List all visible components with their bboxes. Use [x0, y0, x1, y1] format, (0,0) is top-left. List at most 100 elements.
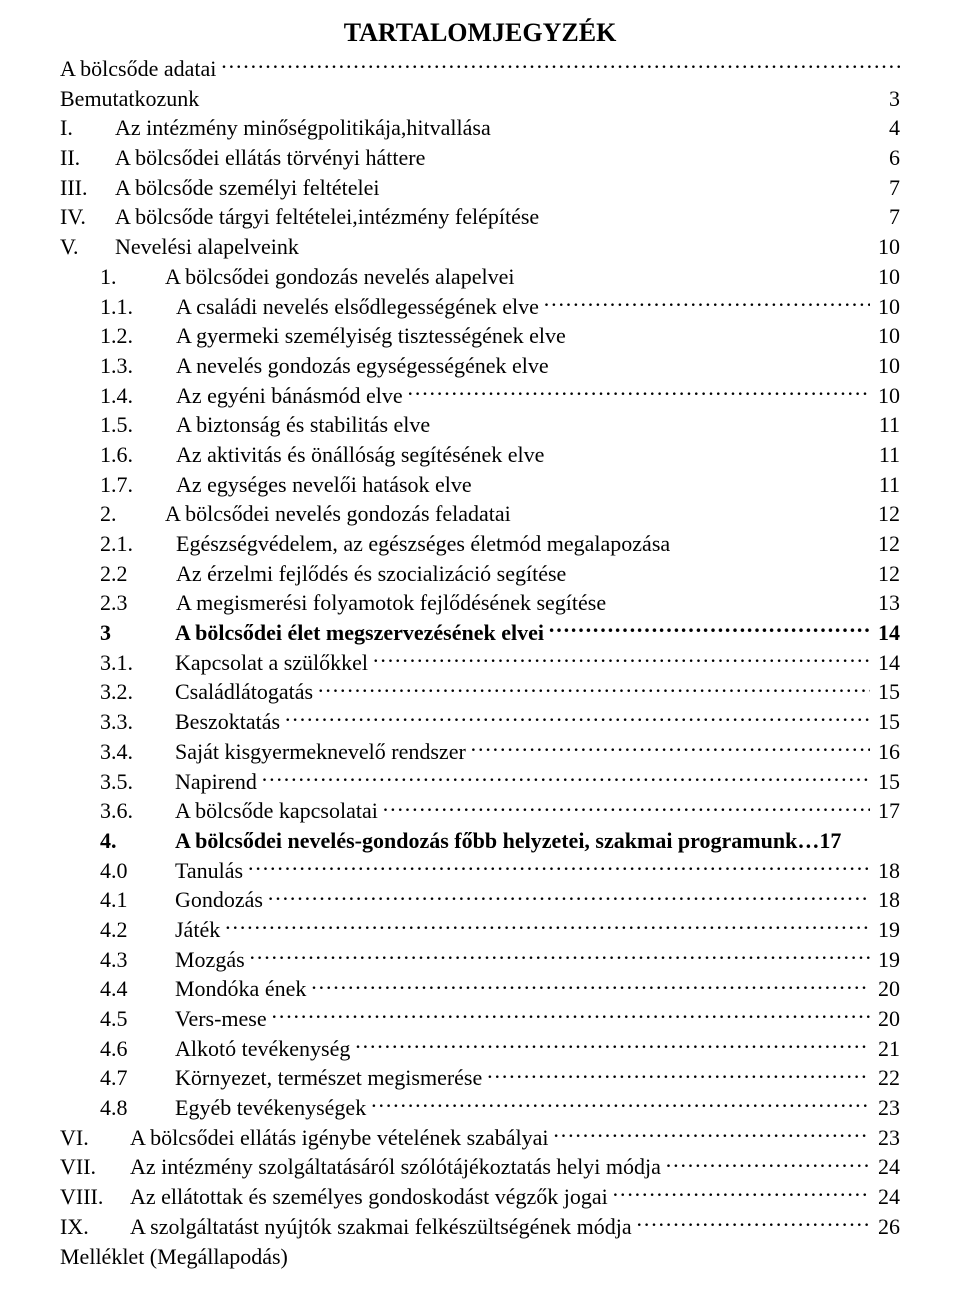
- toc-number: 4.4: [60, 974, 175, 1004]
- toc-number: VI.: [60, 1123, 130, 1153]
- toc-leader: [372, 648, 870, 670]
- toc-page-number: 15: [870, 767, 900, 797]
- toc-leader: [261, 767, 870, 789]
- toc-leader: [267, 885, 870, 907]
- toc-line: A bölcsőde adatai: [60, 54, 900, 84]
- toc-number: 3.5.: [60, 767, 175, 797]
- toc-number: 4.: [60, 826, 175, 856]
- toc-label: A biztonság és stabilitás elve: [176, 410, 434, 440]
- toc-leader: [552, 1123, 870, 1145]
- toc-label: A bölcsődei nevelés-gondozás főbb helyze…: [175, 826, 845, 856]
- toc-page-number: 16: [870, 737, 900, 767]
- toc-label: Bemutatkozunk: [60, 84, 203, 114]
- toc-line: 4.7 Környezet, természet megismerése22: [60, 1063, 900, 1093]
- toc-number: 1.1.: [60, 292, 176, 322]
- toc-label: Mondóka ének: [175, 974, 310, 1004]
- toc-line: 4.3 Mozgás19: [60, 945, 900, 975]
- toc-line: 1.A bölcsődei gondozás nevelés alapelvei…: [60, 262, 900, 292]
- toc-label: Tanulás: [175, 856, 247, 886]
- toc-number: IV.: [60, 202, 115, 232]
- toc-page-number: 10: [870, 381, 900, 411]
- toc-page-number: 11: [870, 440, 900, 470]
- toc-line: 3.6.A bölcsőde kapcsolatai17: [60, 796, 900, 826]
- toc-label: Alkotó tevékenység: [175, 1034, 354, 1064]
- toc-page-number: 4: [870, 113, 900, 143]
- toc-page: TARTALOMJEGYZÉK A bölcsőde adataiBemutat…: [0, 0, 960, 1311]
- toc-label: A bölcsőde személyi feltételei: [115, 173, 384, 203]
- toc-line: 1.6.Az aktivitás és önállóság segítéséne…: [60, 440, 900, 470]
- toc-leader: [612, 1182, 870, 1204]
- toc-label: Beszoktatás: [175, 707, 284, 737]
- toc-label: Az érzelmi fejlődés és szocializáció seg…: [176, 559, 570, 589]
- toc-line: 1.1.A családi nevelés elsődlegességének …: [60, 292, 900, 322]
- toc-number: 3.4.: [60, 737, 175, 767]
- toc-number: V.: [60, 232, 115, 262]
- toc-line: 3.2.Családlátogatás15: [60, 677, 900, 707]
- toc-label: Saját kisgyermeknevelő rendszer: [175, 737, 470, 767]
- toc-line: 3.5.Napirend 15: [60, 767, 900, 797]
- toc-number: 3: [60, 618, 175, 648]
- toc-label: A bölcsőde tárgyi feltételei,intézmény f…: [115, 202, 543, 232]
- toc-number: 4.5: [60, 1004, 175, 1034]
- toc-number: VIII.: [60, 1182, 130, 1212]
- toc-page-number: 24: [870, 1182, 900, 1212]
- toc-line: III.A bölcsőde személyi feltételei 7: [60, 173, 900, 203]
- toc-page-number: 23: [870, 1123, 900, 1153]
- toc-number: 1.7.: [60, 470, 176, 500]
- toc-leader: [548, 618, 870, 640]
- toc-label: A bölcsőde kapcsolatai: [175, 796, 382, 826]
- toc-number: III.: [60, 173, 115, 203]
- toc-leader: [486, 1063, 870, 1085]
- toc-page-number: 10: [870, 262, 900, 292]
- toc-line: V.Nevelési alapelveink10: [60, 232, 900, 262]
- toc-number: 4.1: [60, 885, 175, 915]
- toc-number: IX.: [60, 1212, 130, 1242]
- toc-number: II.: [60, 143, 115, 173]
- toc-line: 3.1.Kapcsolat a szülőkkel14: [60, 648, 900, 678]
- toc-number: 3.3.: [60, 707, 175, 737]
- toc-line: 4.8 Egyéb tevékenységek23: [60, 1093, 900, 1123]
- toc-number: 1.2.: [60, 321, 176, 351]
- toc-page-number: 14: [870, 648, 900, 678]
- toc-leader: [665, 1152, 870, 1174]
- toc-label: Napirend: [175, 767, 261, 797]
- toc-page-number: 17: [870, 796, 900, 826]
- toc-page-number: 15: [870, 677, 900, 707]
- toc-number: 2.2: [60, 559, 176, 589]
- toc-line: Bemutatkozunk 3: [60, 84, 900, 114]
- toc-line: IX.A szolgáltatást nyújtók szakmai felké…: [60, 1212, 900, 1242]
- toc-leader: [370, 1093, 870, 1115]
- toc-number: 4.0: [60, 856, 175, 886]
- toc-number: 4.3: [60, 945, 175, 975]
- toc-leader: [247, 856, 870, 878]
- toc-page-number: 7: [870, 173, 900, 203]
- toc-label: Az egyéni bánásmód elve: [176, 381, 407, 411]
- toc-leader: [317, 677, 870, 699]
- toc-line: 1.3.A nevelés gondozás egységességének e…: [60, 351, 900, 381]
- toc-page-number: 3: [870, 84, 900, 114]
- toc-page-number: 12: [870, 559, 900, 589]
- toc-line: Melléklet (Megállapodás): [60, 1242, 900, 1272]
- toc-line: 4.1 Gondozás18: [60, 885, 900, 915]
- toc-number: 4.8: [60, 1093, 175, 1123]
- toc-page-number: 11: [870, 410, 900, 440]
- toc-label: Az aktivitás és önállóság segítésének el…: [176, 440, 548, 470]
- toc-line: 1.2.A gyermeki személyiség tisztességéne…: [60, 321, 900, 351]
- toc-line: 1.5.A biztonság és stabilitás elve11: [60, 410, 900, 440]
- toc-page-number: 19: [870, 945, 900, 975]
- toc-line: VII.Az intézmény szolgáltatásáról szólót…: [60, 1152, 900, 1182]
- toc-line: 4.0Tanulás18: [60, 856, 900, 886]
- toc-label: A bölcsődei ellátás igénybe vételének sz…: [130, 1123, 552, 1153]
- toc-line: 2.A bölcsődei nevelés gondozás feladatai…: [60, 499, 900, 529]
- toc-leader: [382, 796, 870, 818]
- toc-line: 3A bölcsődei élet megszervezésének elvei…: [60, 618, 900, 648]
- toc-title: TARTALOMJEGYZÉK: [60, 18, 900, 48]
- toc-label: Környezet, természet megismerése: [175, 1063, 486, 1093]
- toc-label: Melléklet (Megállapodás): [60, 1242, 292, 1272]
- toc-page-number: 6: [870, 143, 900, 173]
- toc-line: 4.4 Mondóka ének20: [60, 974, 900, 1004]
- toc-page-number: 21: [870, 1034, 900, 1064]
- toc-page-number: 11: [870, 470, 900, 500]
- toc-page-number: 23: [870, 1093, 900, 1123]
- toc-label: Nevelési alapelveink: [115, 232, 303, 262]
